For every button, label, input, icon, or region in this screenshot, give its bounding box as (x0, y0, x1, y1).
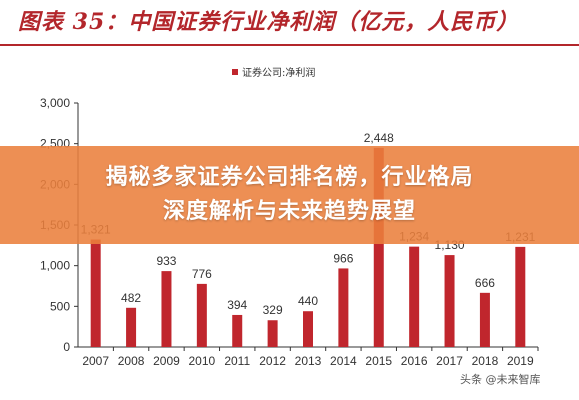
overlay-headline-line1: 揭秘多家证券公司排名榜，行业格局 (105, 165, 474, 190)
x-tick-label: 2017 (436, 354, 463, 368)
figure-title: 图表 35：中国证券行业净利润（亿元，人民币） (18, 9, 520, 35)
bar-value-label: 394 (227, 298, 247, 312)
bar (161, 271, 172, 347)
bar (267, 320, 278, 347)
x-tick-label: 2008 (118, 354, 145, 368)
bar (373, 147, 384, 347)
bar (515, 246, 526, 347)
x-tick-label: 2015 (365, 354, 392, 368)
bar (90, 239, 101, 347)
bar (303, 311, 313, 347)
bar-value-label: 2,448 (364, 131, 394, 145)
bar-value-label: 440 (298, 294, 318, 308)
x-tick-label: 2018 (472, 354, 499, 368)
y-tick-label: 0 (63, 340, 70, 354)
legend-swatch (232, 69, 238, 75)
y-tick-label: 3,000 (40, 96, 70, 110)
x-tick-label: 2014 (330, 354, 357, 368)
source-watermark: 头条 @未来智库 (460, 373, 541, 386)
bar (444, 255, 455, 347)
bar-value-label: 666 (475, 276, 495, 290)
x-tick-label: 2012 (259, 354, 286, 368)
legend-label: 证券公司:净利润 (242, 66, 315, 79)
bar (479, 292, 490, 347)
bar (232, 314, 243, 347)
bar (409, 246, 420, 347)
bar (126, 307, 137, 347)
y-tick-label: 500 (50, 299, 70, 313)
bar-value-label: 329 (263, 303, 283, 317)
x-tick-label: 2019 (507, 354, 534, 368)
overlay-headline-line2: 深度解析与未来趋势展望 (162, 199, 416, 224)
bar (196, 283, 207, 347)
x-tick-label: 2009 (153, 354, 180, 368)
bar (338, 268, 349, 347)
x-tick-label: 2011 (224, 354, 250, 368)
bar-value-label: 482 (121, 291, 141, 305)
bar-value-label: 776 (192, 267, 212, 281)
figure-header: 图表 35：中国证券行业净利润（亿元，人民币） (0, 0, 579, 46)
x-tick-label: 2010 (188, 354, 215, 368)
x-tick-label: 2007 (82, 354, 109, 368)
x-tick-label: 2013 (295, 354, 322, 368)
y-tick-label: 1,000 (40, 259, 70, 273)
bar-value-label: 933 (156, 254, 176, 268)
overlay-banner: 揭秘多家证券公司排名榜，行业格局 深度解析与未来趋势展望 (0, 146, 579, 244)
bar-value-label: 966 (333, 251, 353, 265)
x-tick-label: 2016 (401, 354, 428, 368)
